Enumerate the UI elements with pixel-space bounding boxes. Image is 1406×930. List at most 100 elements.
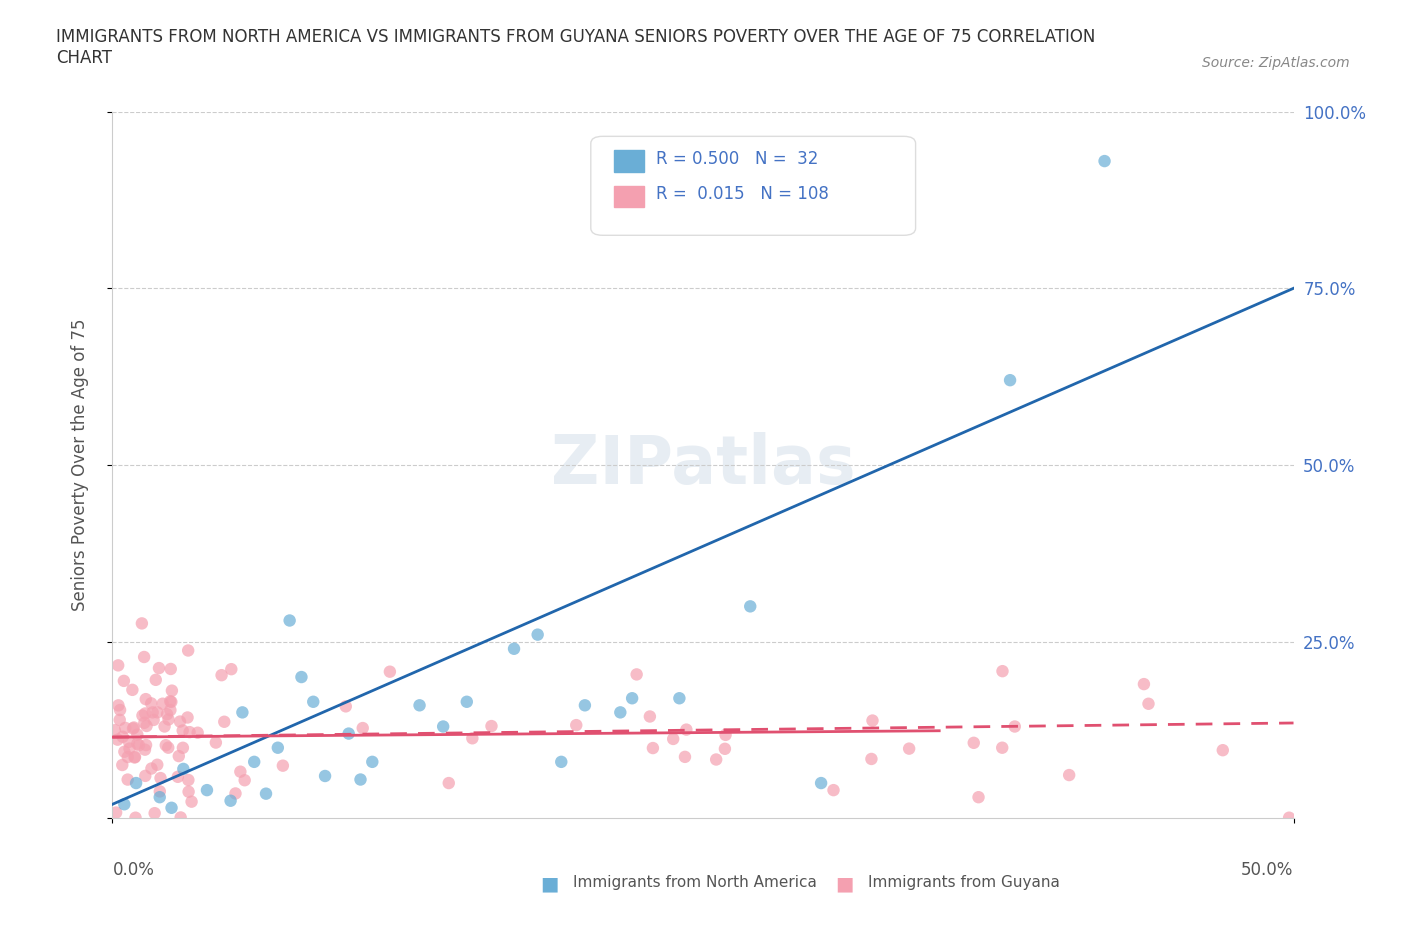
Point [134, 706, 156, 721]
Point [169, 810, 191, 825]
Point [134, 768, 156, 783]
Point [104, 723, 127, 737]
Text: R =  0.015   N = 108: R = 0.015 N = 108 [655, 185, 828, 204]
Point [219, 793, 242, 808]
Point [352, 721, 374, 736]
Point [337, 726, 360, 741]
Point [231, 705, 253, 720]
Point [121, 683, 143, 698]
Point [1094, 153, 1116, 168]
Point [159, 703, 181, 718]
Point [229, 764, 252, 779]
Point [1133, 677, 1156, 692]
Point [172, 723, 194, 737]
Text: Immigrants from North America: Immigrants from North America [574, 875, 817, 890]
Point [349, 772, 371, 787]
Point [107, 698, 129, 712]
Point [1278, 810, 1301, 825]
Text: 0.0%: 0.0% [112, 861, 155, 879]
Point [172, 740, 194, 755]
Point [124, 810, 146, 825]
Point [1137, 697, 1160, 711]
Point [205, 735, 228, 750]
Point [135, 737, 157, 752]
Point [740, 599, 762, 614]
Text: Immigrants from Guyana: Immigrants from Guyana [869, 875, 1060, 890]
Point [860, 751, 883, 766]
Y-axis label: Seniors Poverty Over the Age of 75: Seniors Poverty Over the Age of 75 [70, 319, 89, 611]
Point [243, 754, 266, 769]
Point [152, 697, 174, 711]
Point [122, 721, 145, 736]
FancyBboxPatch shape [591, 137, 915, 235]
Point [461, 731, 484, 746]
Point [673, 750, 696, 764]
Point [503, 642, 526, 657]
Point [108, 712, 131, 727]
Point [167, 749, 190, 764]
Point [111, 729, 134, 744]
Point [131, 708, 153, 723]
Point [146, 705, 169, 720]
Point [810, 776, 832, 790]
Point [149, 790, 172, 804]
Point [143, 805, 166, 820]
Point [550, 754, 572, 769]
Text: R = 0.500   N =  32: R = 0.500 N = 32 [655, 150, 818, 168]
Point [437, 776, 460, 790]
Point [574, 698, 596, 712]
Point [609, 705, 631, 720]
Point [177, 773, 200, 788]
Point [118, 741, 141, 756]
Point [141, 696, 163, 711]
Text: Source: ZipAtlas.com: Source: ZipAtlas.com [1202, 56, 1350, 70]
Point [125, 776, 148, 790]
Point [112, 744, 135, 759]
Point [122, 720, 145, 735]
Point [378, 664, 401, 679]
Point [991, 664, 1014, 679]
Point [146, 757, 169, 772]
Point [1212, 743, 1234, 758]
Point [159, 661, 181, 676]
Point [127, 737, 149, 751]
Point [481, 719, 503, 734]
Point [160, 684, 183, 698]
Point [142, 705, 165, 720]
Point [224, 786, 246, 801]
Point [1057, 767, 1080, 782]
Point [177, 784, 200, 799]
Point [157, 740, 180, 755]
Point [153, 719, 176, 734]
Point [898, 741, 921, 756]
Point [169, 714, 191, 729]
Point [179, 724, 201, 739]
Point [131, 616, 153, 631]
Point [112, 797, 135, 812]
Point [155, 737, 177, 752]
Text: ■: ■ [540, 875, 558, 894]
Point [254, 786, 277, 801]
Point [117, 750, 139, 764]
Point [128, 737, 150, 752]
Point [456, 695, 478, 710]
Point [160, 801, 183, 816]
Point [714, 741, 737, 756]
Point [108, 702, 131, 717]
Point [290, 670, 312, 684]
Point [105, 805, 128, 820]
Point [142, 712, 165, 727]
Point [214, 714, 236, 729]
Point [160, 695, 183, 710]
Point [149, 771, 172, 786]
Point [704, 752, 727, 767]
Point [172, 762, 194, 777]
Text: IMMIGRANTS FROM NORTH AMERICA VS IMMIGRANTS FROM GUYANA SENIORS POVERTY OVER THE: IMMIGRANTS FROM NORTH AMERICA VS IMMIGRA… [56, 28, 1095, 67]
Point [271, 758, 294, 773]
Point [565, 718, 588, 733]
Point [211, 668, 233, 683]
Point [233, 773, 256, 788]
Point [114, 721, 136, 736]
Point [963, 736, 986, 751]
Point [991, 740, 1014, 755]
